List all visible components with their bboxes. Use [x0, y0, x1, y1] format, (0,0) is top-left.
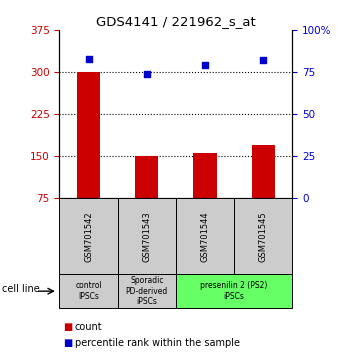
- Point: [260, 57, 266, 63]
- Bar: [77, 72, 100, 240]
- Text: ■: ■: [63, 338, 72, 348]
- Text: count: count: [75, 322, 102, 332]
- Bar: [193, 153, 217, 240]
- Text: GSM701545: GSM701545: [259, 211, 268, 262]
- Bar: [252, 145, 275, 240]
- Text: cell line: cell line: [2, 284, 39, 294]
- Text: Sporadic
PD-derived
iPSCs: Sporadic PD-derived iPSCs: [126, 276, 168, 306]
- Text: GSM701544: GSM701544: [201, 211, 209, 262]
- Text: percentile rank within the sample: percentile rank within the sample: [75, 338, 240, 348]
- Text: ■: ■: [63, 322, 72, 332]
- Point: [86, 56, 91, 62]
- Text: GSM701542: GSM701542: [84, 211, 93, 262]
- Text: presenilin 2 (PS2)
iPSCs: presenilin 2 (PS2) iPSCs: [201, 281, 268, 301]
- Bar: [135, 156, 158, 240]
- Text: control
IPSCs: control IPSCs: [75, 281, 102, 301]
- Text: GSM701543: GSM701543: [142, 211, 151, 262]
- Point: [202, 63, 208, 68]
- Point: [144, 71, 150, 76]
- Title: GDS4141 / 221962_s_at: GDS4141 / 221962_s_at: [96, 15, 256, 28]
